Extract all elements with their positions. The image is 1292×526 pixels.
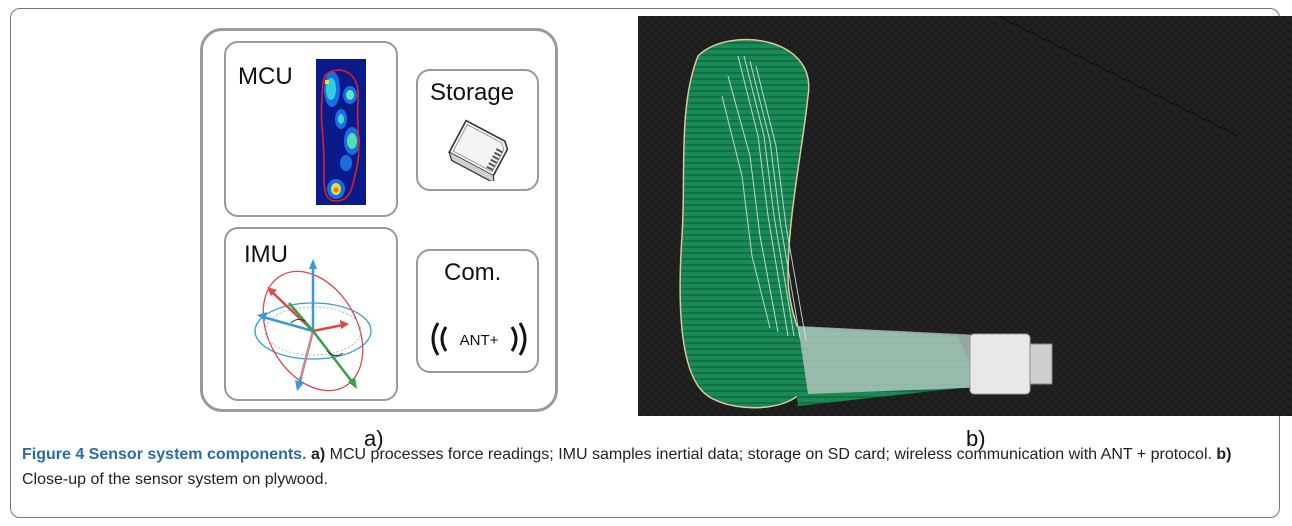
sensor-photo <box>638 16 1292 416</box>
figure-label: Figure 4 Sensor system components. <box>22 446 307 463</box>
sd-card-icon <box>448 119 509 181</box>
caption-ref-b: b) <box>1216 446 1232 463</box>
panel-a-diagram: MCU Storage <box>200 28 558 412</box>
panel-a-letter: a) <box>364 426 384 451</box>
caption-text-b: Close-up of the sensor system on plywood… <box>22 471 328 488</box>
axes-rotation-icon <box>254 259 372 392</box>
mcu-label: MCU <box>238 63 293 90</box>
storage-label: Storage <box>430 79 515 106</box>
com-label: Com. <box>444 259 502 286</box>
imu-box: IMU <box>224 227 398 401</box>
ant-label: ANT+ <box>460 332 499 349</box>
mcu-box: MCU <box>224 41 398 217</box>
panel-b-letter: b) <box>966 426 986 451</box>
imu-label: IMU <box>244 241 288 268</box>
pressure-heatmap-icon <box>316 59 366 205</box>
wireless-signal-icon: ANT+ <box>431 322 527 356</box>
storage-box: Storage <box>416 69 539 191</box>
caption-text-a: MCU processes force readings; IMU sample… <box>325 446 1217 463</box>
com-box: Com. ANT+ <box>416 249 539 373</box>
figure-caption: Figure 4 Sensor system components. a) MC… <box>22 442 1272 492</box>
caption-ref-a: a) <box>310 446 326 463</box>
